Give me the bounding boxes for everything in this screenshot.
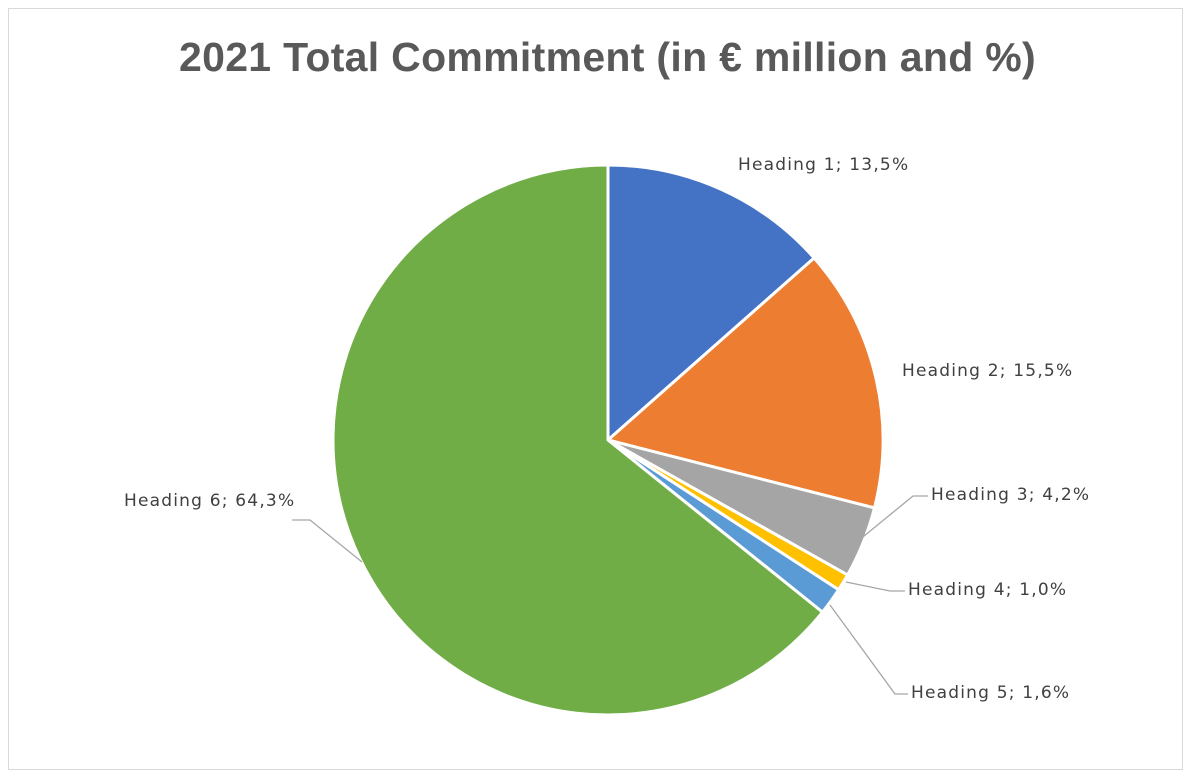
data-label-heading-5: Heading 5; 1,6% — [911, 683, 1070, 703]
leader-lines — [292, 495, 928, 695]
pie-slices — [331, 163, 885, 717]
pie-slice-heading-2 — [606, 256, 885, 510]
data-label-heading-4: Heading 4; 1,0% — [908, 580, 1067, 600]
leader-line-heading-6 — [292, 519, 363, 563]
leader-line-heading-4 — [845, 581, 905, 592]
data-label-heading-1: Heading 1; 13,5% — [738, 155, 909, 175]
data-label-heading-3: Heading 3; 4,2% — [931, 485, 1090, 505]
data-label-heading-6: Heading 6; 64,3% — [124, 491, 295, 511]
pie-slice-heading-6 — [331, 163, 824, 717]
leader-line-heading-3 — [857, 495, 928, 542]
data-label-heading-2: Heading 2; 15,5% — [902, 361, 1073, 381]
data-labels: Heading 1; 13,5% Heading 2; 15,5% Heading … — [124, 155, 1090, 703]
pie-slice-heading-1 — [606, 163, 816, 442]
chart-title: 2021 Total Commitment (in € million and … — [178, 34, 1036, 80]
leader-line-heading-5 — [829, 604, 908, 695]
